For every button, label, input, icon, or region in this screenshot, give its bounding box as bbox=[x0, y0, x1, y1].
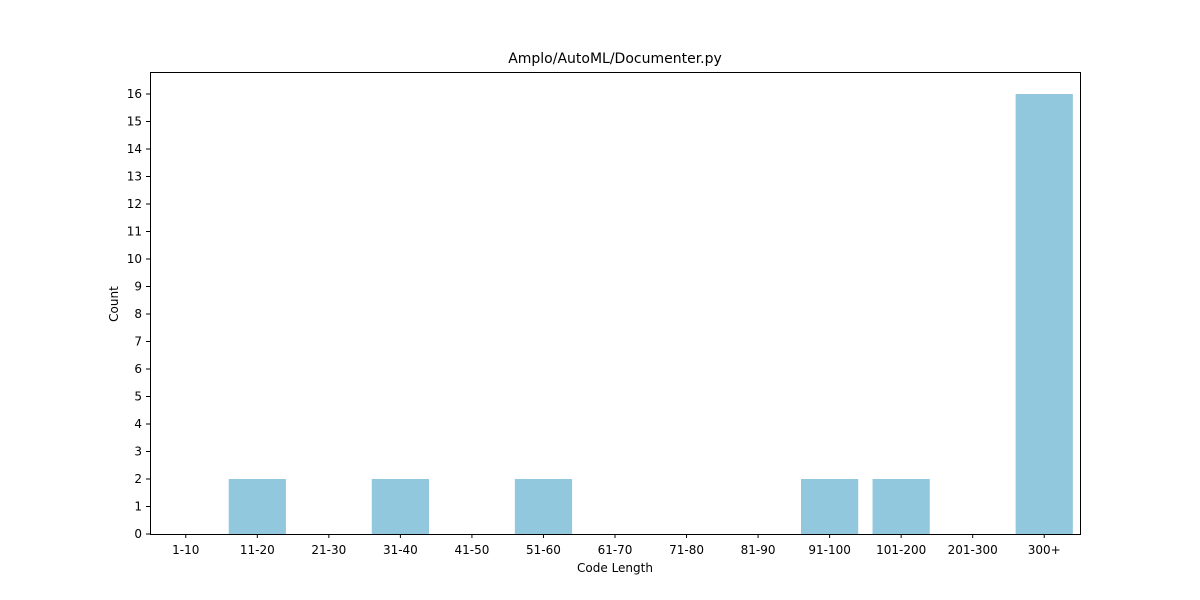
y-tick-label: 9 bbox=[134, 280, 142, 294]
plot-frame bbox=[150, 72, 1081, 535]
y-tick-label: 14 bbox=[127, 142, 142, 156]
y-tick-label: 13 bbox=[127, 170, 142, 184]
y-tick-label: 11 bbox=[127, 225, 142, 239]
x-tick-label: 21-30 bbox=[311, 543, 346, 557]
y-tick-label: 3 bbox=[134, 445, 142, 459]
y-tick-label: 4 bbox=[134, 417, 142, 431]
x-axis-ticks: 1-10 11-20 21-30 31-40 41-50 51-60 61-70 71-80 8… bbox=[172, 534, 1061, 557]
y-tick-label: 1 bbox=[134, 500, 142, 514]
y-tick-label: 10 bbox=[127, 252, 142, 266]
x-tick-label: 41-50 bbox=[454, 543, 489, 557]
y-tick-label: 15 bbox=[127, 115, 142, 129]
y-tick-label: 16 bbox=[127, 87, 142, 101]
bar-51-60 bbox=[514, 479, 573, 534]
y-axis-label: Count bbox=[107, 286, 121, 322]
x-tick-label: 101-200 bbox=[876, 543, 926, 557]
y-tick-label: 5 bbox=[134, 390, 142, 404]
x-axis-label: Code Length bbox=[577, 561, 653, 575]
x-tick-label: 81-90 bbox=[741, 543, 776, 557]
x-tick-label: 31-40 bbox=[383, 543, 418, 557]
y-tick-label: 0 bbox=[134, 527, 142, 541]
bar-300+ bbox=[1015, 94, 1073, 534]
x-tick-label: 51-60 bbox=[526, 543, 561, 557]
bar-31-40 bbox=[371, 479, 429, 534]
bar-101-200 bbox=[872, 479, 930, 534]
x-tick-label: 91-100 bbox=[808, 543, 851, 557]
bars-group bbox=[228, 94, 1073, 534]
y-tick-label: 2 bbox=[134, 472, 142, 486]
x-tick-label: 1-10 bbox=[172, 543, 199, 557]
y-tick-label: 7 bbox=[134, 335, 142, 349]
y-tick-label: 6 bbox=[134, 362, 142, 376]
x-tick-label: 201-300 bbox=[948, 543, 998, 557]
bar-91-100 bbox=[801, 479, 859, 534]
x-tick-label: 71-80 bbox=[669, 543, 704, 557]
x-tick-label: 300+ bbox=[1028, 543, 1061, 557]
y-tick-label: 12 bbox=[127, 197, 142, 211]
y-tick-label: 8 bbox=[134, 307, 142, 321]
chart-title: Amplo/AutoML/Documenter.py bbox=[508, 51, 722, 67]
x-tick-label: 11-20 bbox=[240, 543, 275, 557]
bar-11-20 bbox=[228, 479, 286, 534]
x-tick-label: 61-70 bbox=[598, 543, 633, 557]
